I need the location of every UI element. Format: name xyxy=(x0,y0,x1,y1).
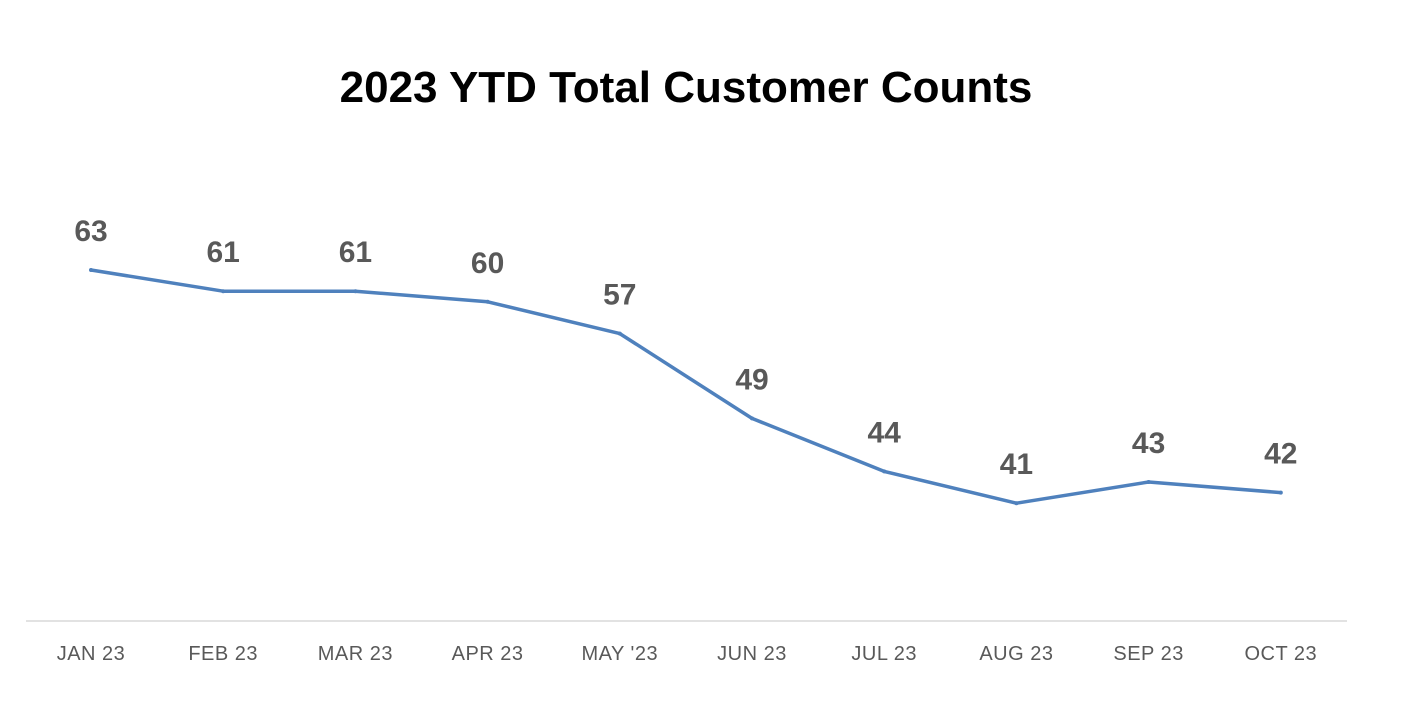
data-point xyxy=(221,289,226,294)
data-point xyxy=(89,268,93,272)
series-line xyxy=(89,268,1283,505)
data-label: 63 xyxy=(74,215,107,248)
chart-title: 2023 YTD Total Customer Counts xyxy=(340,63,1033,112)
x-tick-label: AUG 23 xyxy=(979,643,1053,665)
data-point xyxy=(882,469,887,474)
data-label: 44 xyxy=(868,416,902,449)
x-tick-label: APR 23 xyxy=(452,643,524,665)
data-point xyxy=(617,331,622,336)
x-tick-label: OCT 23 xyxy=(1244,643,1317,665)
data-point xyxy=(1146,480,1151,484)
data-point xyxy=(353,289,358,294)
x-tick-label: JUL 23 xyxy=(851,643,917,665)
data-label: 42 xyxy=(1264,438,1297,471)
data-point xyxy=(1278,490,1283,495)
data-point xyxy=(1014,501,1019,506)
data-label: 57 xyxy=(603,279,636,312)
x-tick-label: SEP 23 xyxy=(1113,643,1183,665)
x-tick-label: FEB 23 xyxy=(188,643,258,665)
data-label: 60 xyxy=(471,247,504,280)
data-point xyxy=(485,299,490,304)
data-point xyxy=(750,416,754,421)
series-layer xyxy=(89,268,1283,506)
x-tick-label: MAY '23 xyxy=(581,643,658,665)
data-label: 61 xyxy=(207,236,240,269)
data-label: 49 xyxy=(735,363,768,396)
data-label: 43 xyxy=(1132,427,1165,460)
data-labels-layer: 63 61 61 60 57 49 44 41 43 42 xyxy=(74,215,1297,481)
x-tick-label: JAN 23 xyxy=(57,643,126,665)
data-label: 61 xyxy=(339,236,372,269)
x-tick-label: JUN 23 xyxy=(717,643,787,665)
data-label: 41 xyxy=(1000,448,1033,481)
x-tick-label: MAR 23 xyxy=(318,643,393,665)
x-tick-labels-layer: JAN 23 FEB 23 MAR 23 APR 23 MAY '23 JUN 23 JUL… xyxy=(57,643,1317,665)
